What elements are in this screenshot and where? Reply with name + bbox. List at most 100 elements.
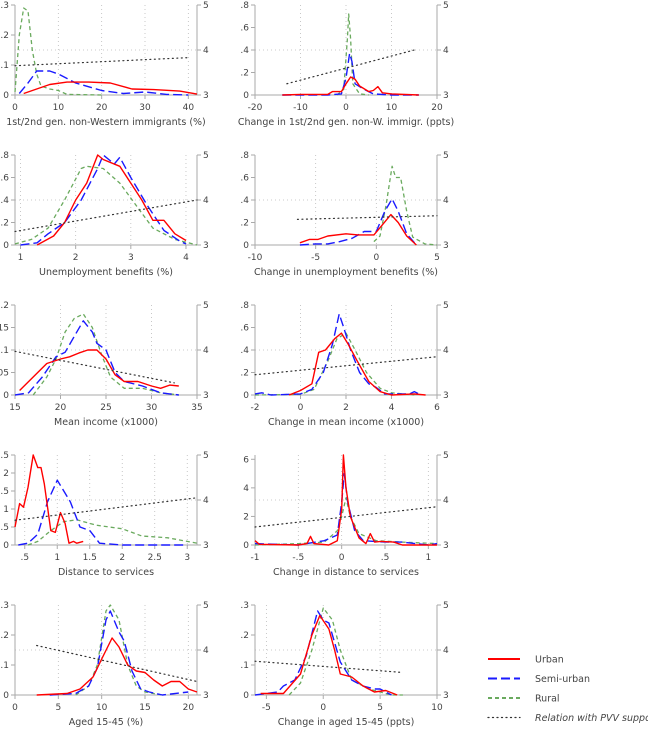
- y2-tick-label: 4: [203, 496, 209, 506]
- x-axis-label: Change in 1st/2nd gen. non-W. immigr. (p…: [238, 117, 454, 128]
- y-tick-label: 2: [3, 469, 9, 479]
- y-tick-label: .3: [0, 1, 9, 11]
- x-tick-label: 0: [343, 103, 349, 113]
- x-tick-label: 0: [298, 403, 304, 413]
- y-tick-label: .1: [0, 661, 9, 671]
- series-urban: [288, 332, 426, 396]
- x-tick-label: 5: [377, 703, 383, 713]
- series-urban: [282, 76, 419, 96]
- x-tick-label: 1: [18, 253, 24, 263]
- y2-tick-label: 4: [443, 496, 449, 506]
- y2-tick-label: 3: [203, 541, 209, 551]
- x-tick-label: 0: [320, 703, 326, 713]
- x-axis-label: Distance to services: [58, 567, 154, 578]
- y-tick-label: .8: [240, 301, 249, 311]
- y2-tick-label: 5: [443, 1, 449, 11]
- y-tick-label: 0: [3, 541, 9, 551]
- y-tick-label: .2: [0, 31, 9, 41]
- x-tick-label: 2: [73, 253, 79, 263]
- series-semi: [20, 154, 187, 246]
- x-tick-label: 2.5: [148, 553, 162, 563]
- y2-tick-label: 5: [443, 301, 449, 311]
- series-urban: [14, 454, 84, 544]
- series-urban: [36, 154, 187, 246]
- y-tick-label: 0: [243, 241, 249, 251]
- series-rural: [32, 313, 179, 396]
- relation-line: [14, 57, 189, 67]
- x-tick-label: -.5: [292, 553, 304, 563]
- panel-10: -5 0 5 10 0 .1 .2 .3 3 4 5 Change in aged 15-45 (pp…: [240, 601, 449, 728]
- series-rural: [254, 497, 438, 546]
- y2-tick-label: 5: [203, 301, 209, 311]
- x-axis-label: 1st/2nd gen. non-Western immigrants (%): [6, 117, 206, 128]
- y-tick-label: 0: [3, 691, 9, 701]
- y2-tick-label: 4: [443, 646, 449, 656]
- y2-tick-label: 5: [443, 601, 449, 611]
- y2-tick-label: 4: [443, 346, 449, 356]
- y2-tick-label: 3: [203, 91, 209, 101]
- x-tick-label: 10: [53, 103, 65, 113]
- x-tick-label: 15: [139, 703, 150, 713]
- y-tick-label: .8: [240, 151, 249, 161]
- y-tick-label: 1: [3, 505, 9, 515]
- x-tick-label: 1: [425, 553, 431, 563]
- y2-tick-label: 3: [203, 691, 209, 701]
- relation-line: [14, 497, 198, 521]
- relation-line: [14, 199, 198, 233]
- panel-4: -10 -5 0 5 0 .2 .4 .6 .8 3 4 5 Change in unemploymen…: [240, 151, 449, 278]
- y-tick-label: .4: [240, 46, 249, 56]
- y-tick-label: .6: [240, 24, 249, 34]
- panel-3: 1 2 3 4 0 .2 .4 .6 .8 3 4 5 Unemployment benefits (%…: [0, 151, 209, 278]
- x-tick-label: -20: [248, 103, 263, 113]
- y2-tick-label: 3: [443, 691, 449, 701]
- legend-label-urban: Urban: [535, 655, 564, 666]
- relation-line: [254, 356, 438, 376]
- x-tick-label: 0: [373, 253, 379, 263]
- y-tick-label: 0: [3, 241, 9, 251]
- x-tick-label: 20: [55, 403, 67, 413]
- y-tick-label: .2: [240, 631, 249, 641]
- y-tick-label: .4: [0, 196, 9, 206]
- y-tick-label: .6: [240, 324, 249, 334]
- legend-label-rural: Rural: [535, 694, 560, 705]
- y2-tick-label: 4: [203, 346, 209, 356]
- y2-tick-label: 3: [443, 241, 449, 251]
- y-tick-label: 0: [3, 91, 9, 101]
- series-urban: [260, 614, 398, 696]
- x-tick-label: 4: [183, 253, 189, 263]
- x-tick-label: 0: [12, 103, 18, 113]
- x-tick-label: 20: [96, 103, 108, 113]
- x-tick-label: 2: [119, 553, 125, 563]
- panel-5: 15 20 25 30 35 0 .05 .1 .15 .2 3 4 5 Mean income (x10…: [0, 301, 209, 428]
- y-tick-label: .1: [0, 346, 9, 356]
- x-tick-label: 30: [146, 403, 158, 413]
- y2-tick-label: 5: [203, 451, 209, 461]
- x-tick-label: 20: [183, 703, 195, 713]
- x-axis-label: Change in distance to services: [273, 567, 419, 578]
- y-tick-label: 0: [3, 391, 9, 401]
- y2-tick-label: 4: [443, 46, 449, 56]
- x-tick-label: -10: [293, 103, 308, 113]
- series-semi: [282, 52, 419, 96]
- panel-1: 0 10 20 30 40 0 .1 .2 .3 3 4 5 1st/2nd gen. non-West…: [0, 1, 209, 128]
- y2-tick-label: 5: [203, 1, 209, 11]
- y-tick-label: .8: [240, 1, 249, 11]
- series-semi: [49, 610, 189, 696]
- x-tick-label: 5: [434, 253, 440, 263]
- x-tick-label: -2: [251, 403, 260, 413]
- x-tick-label: 3: [184, 553, 190, 563]
- y2-tick-label: 4: [203, 46, 209, 56]
- y-tick-label: .1: [240, 661, 249, 671]
- relation-line: [254, 660, 404, 674]
- x-axis-label: Unemployment benefits (%): [39, 267, 173, 278]
- y-tick-label: .2: [0, 631, 9, 641]
- x-tick-label: 10: [386, 103, 398, 113]
- series-urban: [299, 213, 417, 246]
- series-rural: [14, 165, 198, 246]
- panel-8: -1 -.5 0 .5 1 0 2 4 6 3 4 5 Change in distance to se…: [243, 451, 449, 578]
- x-axis-label: Mean income (x1000): [54, 417, 158, 428]
- y-tick-label: 2.5: [0, 451, 9, 461]
- y-tick-label: .05: [0, 369, 9, 379]
